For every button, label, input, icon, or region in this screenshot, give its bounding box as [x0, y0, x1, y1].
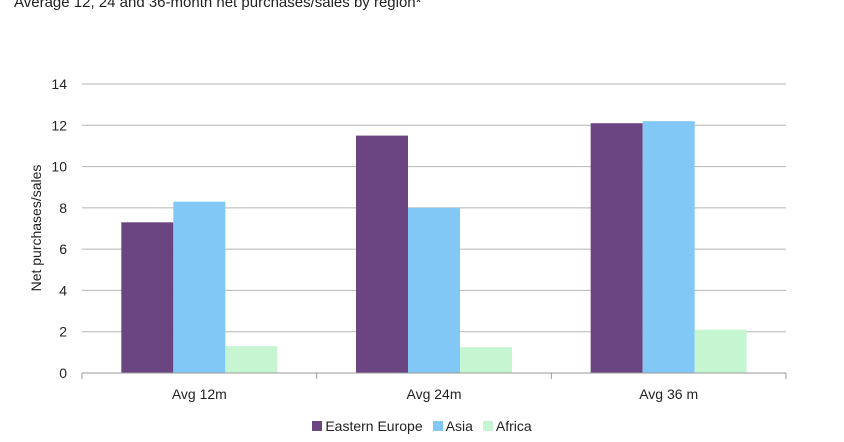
- y-tick-labels: 0 2 4 6 8 10 12 14: [51, 76, 67, 381]
- y-tick-label: 6: [59, 241, 67, 257]
- bar-eastern-europe-2: [590, 123, 643, 373]
- legend-swatch: [312, 421, 323, 431]
- y-axis-title: Net purchases/sales: [28, 165, 44, 292]
- legend: Eastern Europe Asia Africa: [0, 418, 844, 434]
- y-tick-label: 0: [59, 365, 67, 381]
- bar-eastern-europe-1: [356, 135, 408, 373]
- y-tick-label: 8: [59, 200, 67, 216]
- bars: [121, 121, 747, 374]
- x-tick-label: Avg 36 m: [639, 386, 698, 402]
- bar-africa-1: [460, 347, 512, 373]
- chart-title: Average 12, 24 and 36-month net purchase…: [14, 0, 422, 11]
- legend-item: Africa: [482, 418, 532, 434]
- x-tick-label: Avg 12m: [172, 386, 227, 402]
- bar-asia-1: [408, 207, 460, 373]
- y-tick-label: 10: [51, 159, 67, 175]
- y-tick-label: 4: [59, 282, 67, 298]
- y-tick-label: 12: [51, 117, 67, 133]
- bar-eastern-europe-0: [121, 222, 174, 373]
- legend-label: Eastern Europe: [325, 418, 423, 434]
- bar-africa-0: [225, 346, 278, 373]
- bar-africa-2: [694, 329, 747, 373]
- bar-asia-0: [173, 201, 226, 373]
- legend-label: Africa: [495, 418, 532, 434]
- legend-item: Asia: [432, 418, 473, 434]
- legend-item: Eastern Europe: [312, 418, 423, 434]
- legend-swatch: [482, 421, 493, 431]
- legend-label: Asia: [445, 418, 473, 434]
- legend-swatch: [432, 421, 443, 431]
- x-axis: [81, 372, 787, 379]
- bar-asia-2: [642, 121, 695, 374]
- x-tick-labels: Avg 12m Avg 24m Avg 36 m: [172, 386, 698, 402]
- y-tick-label: 14: [51, 76, 67, 92]
- y-tick-label: 2: [59, 324, 67, 340]
- x-tick-label: Avg 24m: [407, 386, 462, 402]
